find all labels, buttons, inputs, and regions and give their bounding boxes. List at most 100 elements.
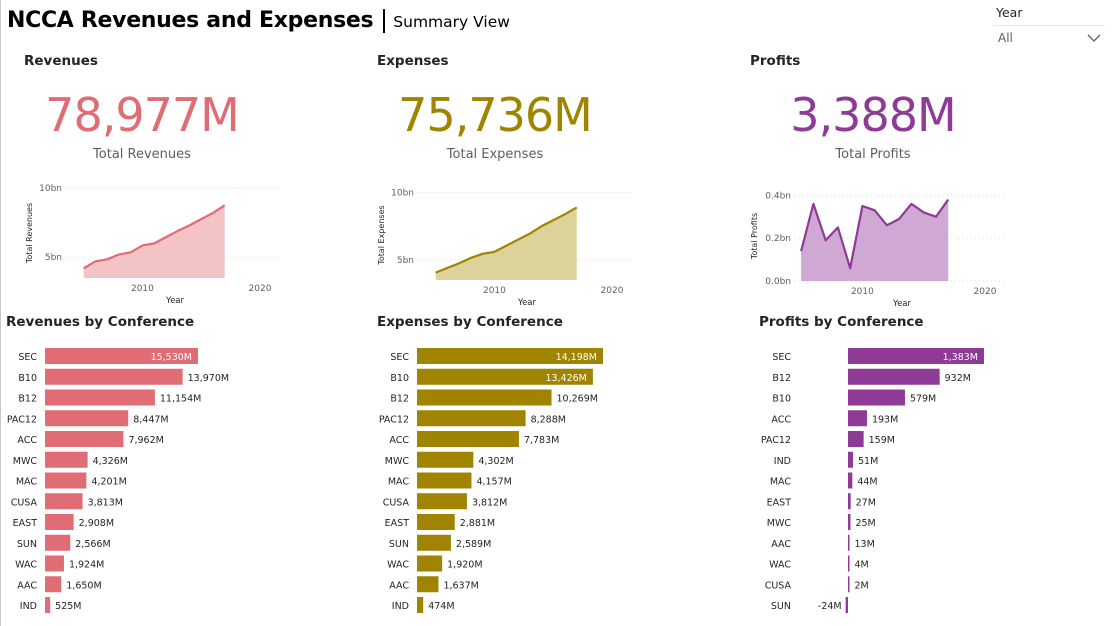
expenses-bar-category-label: PAC12	[379, 414, 409, 425]
revenues-trend-area	[83, 205, 225, 278]
revenues-bar-category-label: IND	[20, 601, 37, 612]
revenues-trend-xaxis-title: Year	[165, 296, 185, 306]
profits-bar-bar	[848, 493, 851, 510]
profits-total-value: 3,388M	[790, 88, 956, 142]
profits-bar-bar	[848, 410, 867, 427]
expenses-bar-bar	[417, 514, 455, 530]
profits-trend-chart: 0.0bn 0.2bn 0.4bn 2010 2020 Year Total Profits	[750, 191, 1005, 309]
expenses-trend-yaxis-title: Total Expenses	[377, 205, 386, 265]
expenses-trend-chart: 5bn 10bn 2010 2020 Year Total Expenses	[377, 189, 632, 308]
revenues-bar-data-label: 4,201M	[91, 477, 126, 488]
expenses-bar-bar	[417, 410, 526, 427]
revenues-bar-bar	[45, 348, 198, 364]
expenses-total-label: Total Expenses	[446, 147, 544, 162]
profits-bar-category-label: PAC12	[761, 435, 791, 446]
expenses-bar-category-label: B10	[390, 373, 409, 384]
profits-bar-data-label: 193M	[872, 414, 898, 425]
expenses-bar-bar	[417, 389, 552, 406]
revenues-bar-category-label: AAC	[17, 580, 37, 591]
revenues-bar-bar	[45, 368, 183, 385]
revenues-bar-data-label: 15,530M	[151, 352, 192, 363]
expenses-bar-bar	[417, 368, 593, 385]
profits-bar-bar	[848, 514, 851, 530]
profits-trend-xtick-label: 2010	[851, 287, 874, 297]
profits-bar-bar	[848, 555, 850, 572]
expenses-bar-data-label: 4,157M	[476, 477, 511, 488]
revenues-total-label: Total Revenues	[93, 147, 191, 162]
year-dropdown-value: All	[998, 31, 1013, 45]
revenues-bar-bar	[45, 493, 83, 510]
revenues-bar-bar	[45, 389, 155, 406]
profits-total-label: Total Profits	[835, 147, 911, 162]
expenses-bar-bar	[417, 493, 467, 510]
expenses-bar-data-label: 7,783M	[524, 435, 559, 446]
revenues-bar-data-label: 3,813M	[88, 497, 123, 508]
revenues-bar-category-label: ACC	[17, 435, 37, 446]
profits-trend-ytick-label: 0.2bn	[765, 234, 791, 244]
title-separator	[383, 8, 386, 33]
profits-bar-data-label: 2M	[855, 580, 869, 591]
profits-bar-category-label: EAST	[767, 497, 792, 508]
expenses-trend-xtick-label: 2020	[601, 286, 624, 296]
revenues-bar-data-label: 8,447M	[133, 414, 168, 425]
revenues-bar-bar	[45, 514, 74, 530]
expenses-bar-category-label: SUN	[389, 539, 409, 550]
expenses-bar-bar	[417, 451, 474, 468]
revenues-trend-xtick-label: 2020	[249, 284, 272, 294]
profits-by-conference-title: Profits by Conference	[759, 314, 924, 330]
profits-bar-data-label: 44M	[857, 477, 877, 488]
revenues-bar-category-label: EAST	[13, 518, 38, 529]
expenses-bar-data-label: 1,637M	[443, 580, 478, 591]
profits-bar-category-label: SUN	[771, 601, 791, 612]
expenses-bar-data-label: 474M	[428, 601, 454, 612]
expenses-bar-data-label: 13,426M	[545, 373, 586, 384]
revenues-bar-category-label: MWC	[13, 456, 38, 467]
revenues-bar-bar	[45, 597, 51, 613]
revenues-bar-bar	[45, 451, 88, 468]
expenses-bar-data-label: 3,812M	[472, 497, 507, 508]
profits-bar-category-label: IND	[774, 456, 791, 467]
revenues-trend-yaxis-title: Total Revenues	[25, 203, 34, 264]
profits-bar-category-label: WAC	[769, 560, 791, 571]
profits-bar-data-label: 159M	[869, 435, 895, 446]
page-title: NCCA Revenues and Expenses	[7, 8, 374, 33]
revenues-bar-bar	[45, 555, 64, 572]
expenses-bar-category-label: IND	[392, 601, 409, 612]
expenses-bar-category-label: SEC	[390, 352, 409, 363]
expenses-bar-category-label: MWC	[385, 456, 410, 467]
revenues-total-value: 78,977M	[45, 88, 240, 142]
revenues-bar-category-label: CUSA	[11, 497, 38, 508]
profits-trend-yaxis-title: Total Profits	[750, 213, 759, 260]
revenues-bar-category-label: MAC	[16, 477, 38, 488]
revenues-bar-data-label: 11,154M	[160, 394, 201, 405]
revenues-bar-bar	[45, 472, 87, 489]
expenses-bar-category-label: EAST	[385, 518, 410, 529]
year-slicer: Year All	[993, 5, 1105, 50]
profits-bar-data-label: 1,383M	[943, 352, 978, 363]
expenses-bar-category-label: WAC	[387, 560, 409, 571]
profits-bar-bar	[848, 368, 940, 385]
profits-trend-xtick-label: 2020	[974, 287, 997, 297]
revenues-bar-category-label: SUN	[17, 539, 37, 550]
profits-bar-category-label: B10	[772, 394, 791, 405]
year-dropdown[interactable]: All	[993, 25, 1105, 50]
profits-bar-data-label: -24M	[818, 601, 842, 612]
expenses-trend-area	[435, 207, 577, 280]
profits-bar-data-label: 13M	[855, 539, 875, 550]
expenses-bar-data-label: 10,269M	[557, 394, 598, 405]
revenues-bar-data-label: 2,908M	[79, 518, 114, 529]
profits-bar-category-label: ACC	[771, 414, 791, 425]
page-subtitle: Summary View	[393, 13, 510, 31]
revenues-bar-category-label: B12	[18, 394, 37, 405]
revenues-bar-data-label: 1,924M	[69, 560, 104, 571]
profits-bar-bar	[848, 348, 984, 364]
profits-bar-category-label: B12	[772, 373, 791, 384]
expenses-bar-bar	[417, 555, 443, 572]
profits-bar-category-label: MWC	[767, 518, 792, 529]
revenues-bar-data-label: 4,326M	[93, 456, 128, 467]
revenues-bar-category-label: WAC	[15, 560, 37, 571]
expenses-bar-data-label: 1,920M	[447, 560, 482, 571]
profits-bar-data-label: 51M	[858, 456, 878, 467]
revenues-card-title: Revenues	[24, 53, 98, 69]
year-slicer-label: Year	[996, 5, 1023, 20]
